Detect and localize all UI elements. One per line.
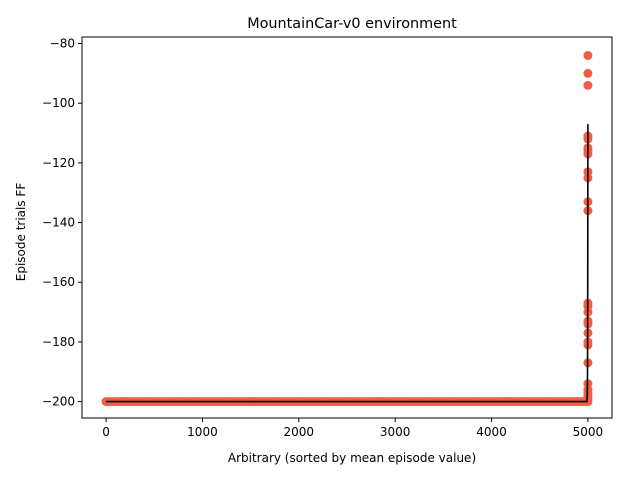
x-tick-label: 1000 [187,425,218,439]
data-lines [106,124,589,403]
y-axis-title: Episode trials FF [14,183,28,282]
y-tick-label: −160 [42,275,75,289]
x-tick-label: 3000 [380,425,411,439]
y-tick-label: −100 [42,96,75,110]
y-tick-label: −200 [42,395,75,409]
series-line [106,124,589,403]
y-tick-label: −80 [50,37,75,51]
scatter-point [583,68,593,78]
x-tick-label: 4000 [476,425,507,439]
axes-frame [81,36,613,419]
x-tick-label: 5000 [573,425,604,439]
x-axis-title: Arbitrary (sorted by mean episode value) [228,451,476,465]
y-axis: −200 −180 −160 −140 −120 −100 −80 [42,37,82,409]
scatter-point [583,80,593,90]
plot-area: 0 1000 2000 3000 4000 5000 −200 −180 −160 −140 −1… [42,36,613,439]
y-tick-label: −120 [42,156,75,170]
x-tick-label: 0 [102,425,110,439]
scatter-point [583,50,593,60]
x-axis: 0 1000 2000 3000 4000 5000 [102,418,603,439]
y-tick-label: −180 [42,335,75,349]
x-tick-label: 2000 [284,425,315,439]
y-tick-label: −140 [42,216,75,230]
chart-title: MountainCar-v0 environment [247,16,457,32]
